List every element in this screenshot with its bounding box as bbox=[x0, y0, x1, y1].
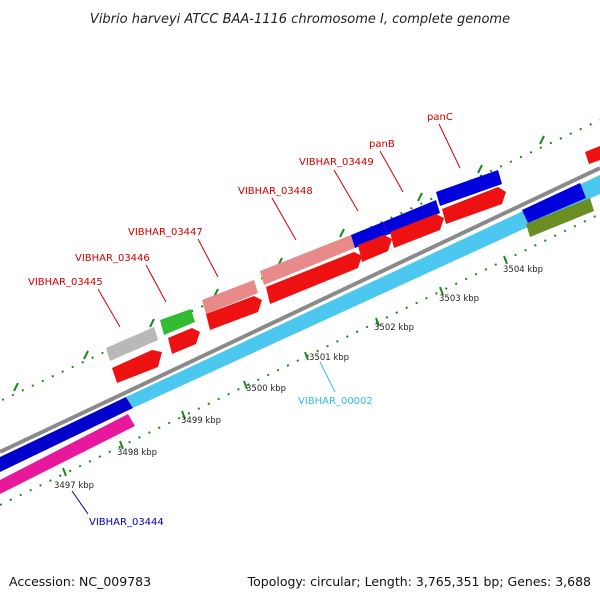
tick-label-3503: 3503 kbp bbox=[439, 294, 479, 304]
leader-03449 bbox=[333, 169, 359, 212]
gene-label-vibhar-03445: VIBHAR_03445 bbox=[28, 277, 103, 288]
gene-pink-3447 bbox=[202, 280, 258, 314]
gene-label-panb: panB bbox=[369, 139, 395, 150]
gene-red-arrow-5 bbox=[358, 235, 392, 262]
leader-03447 bbox=[197, 238, 219, 278]
inner-major-ticks bbox=[62, 255, 508, 477]
gene-label-vibhar-03444: VIBHAR_03444 bbox=[89, 517, 164, 528]
gene-blue-panB bbox=[383, 200, 440, 235]
tick-labels: 3497 kbp 3498 kbp 3499 kbp 3500 kbp 3501… bbox=[54, 265, 543, 491]
leader-00002 bbox=[319, 361, 336, 393]
gene-label-vibhar-03448: VIBHAR_03448 bbox=[238, 186, 313, 197]
map-title: Vibrio harveyi ATCC BAA-1116 chromosome … bbox=[90, 12, 510, 27]
tick-label-3497: 3497 kbp bbox=[54, 481, 94, 491]
tick-label-3498: 3498 kbp bbox=[117, 448, 157, 458]
blue-band-right bbox=[522, 183, 586, 223]
leader-03446 bbox=[145, 264, 167, 303]
blue-band-left bbox=[0, 397, 133, 472]
gene-red-arrow-8 bbox=[585, 146, 600, 164]
genome-summary-text: Topology: circular; Length: 3,765,351 bp… bbox=[247, 574, 591, 589]
gene-label-panc: panC bbox=[427, 112, 453, 123]
olive-gene bbox=[526, 198, 594, 237]
gene-gray bbox=[106, 327, 158, 361]
lower-bands bbox=[0, 175, 600, 494]
gene-red-arrow-1 bbox=[112, 350, 162, 383]
tick-label-3501: 3501 kbp bbox=[309, 353, 349, 363]
gene-red-arrow-6 bbox=[390, 214, 444, 248]
gene-pink-3448 bbox=[260, 235, 355, 285]
magenta-band bbox=[0, 414, 135, 494]
leader-03448 bbox=[271, 197, 297, 241]
gene-blue-3449 bbox=[351, 222, 387, 248]
gene-label-vibhar-03446: VIBHAR_03446 bbox=[75, 253, 150, 264]
tick-label-3499: 3499 kbp bbox=[181, 416, 221, 426]
gene-red-arrow-7 bbox=[442, 187, 506, 224]
gene-red-arrow-3 bbox=[206, 296, 262, 330]
leader-panB bbox=[379, 150, 404, 193]
gene-labels: VIBHAR_03445 VIBHAR_03446 VIBHAR_03447 V… bbox=[28, 112, 453, 528]
cyan-band bbox=[126, 175, 600, 408]
backbone-upper bbox=[0, 166, 600, 454]
leader-lines bbox=[71, 123, 461, 515]
leader-panC bbox=[438, 123, 461, 169]
gene-green bbox=[160, 309, 195, 335]
tick-label-3500: 3500 kbp bbox=[246, 384, 286, 394]
inner-tick-line bbox=[0, 213, 600, 506]
leader-03445 bbox=[97, 288, 121, 328]
gene-red-arrow-2 bbox=[168, 328, 200, 354]
gene-label-vibhar-03449: VIBHAR_03449 bbox=[299, 157, 374, 168]
leader-03444 bbox=[71, 490, 89, 515]
gene-red-arrow-4 bbox=[266, 252, 362, 304]
gene-label-vibhar-00002: VIBHAR_00002 bbox=[298, 396, 373, 407]
gene-label-vibhar-03447: VIBHAR_03447 bbox=[128, 227, 203, 238]
tick-label-3502: 3502 kbp bbox=[374, 323, 414, 333]
upper-genes bbox=[106, 146, 600, 383]
gene-blue-panC bbox=[436, 170, 502, 206]
tick-label-3504: 3504 kbp bbox=[503, 265, 543, 275]
accession-text: Accession: NC_009783 bbox=[9, 574, 151, 589]
